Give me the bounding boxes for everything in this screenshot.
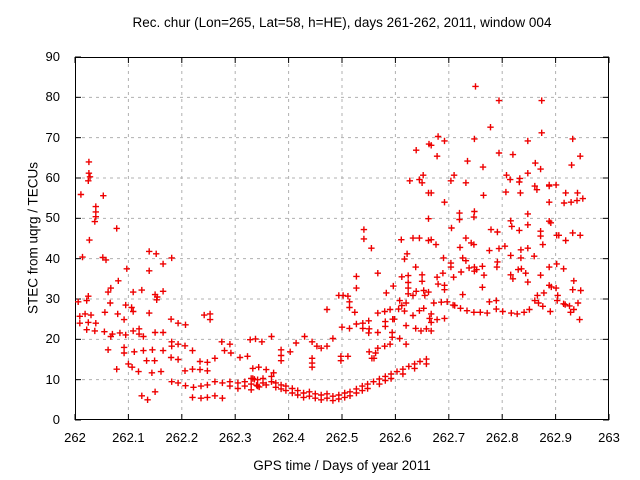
y-tick-label: 10 — [45, 371, 60, 387]
plot-border — [75, 57, 609, 420]
x-tick-label: 262.7 — [432, 430, 466, 445]
x-tick-label: 262.6 — [379, 430, 412, 445]
x-tick-label: 262.2 — [165, 430, 199, 445]
x-tick-label: 262.8 — [485, 430, 519, 445]
y-tick-label: 80 — [45, 89, 60, 105]
x-tick-label: 262.9 — [539, 430, 572, 445]
x-tick-label: 262.3 — [218, 430, 252, 445]
y-tick-label: 30 — [45, 291, 60, 306]
x-tick-label: 262.4 — [272, 430, 305, 445]
y-tick-label: 70 — [45, 129, 60, 145]
data-point-markers — [75, 83, 586, 404]
y-tick-label: 60 — [45, 170, 60, 185]
y-tick-label: 0 — [52, 412, 60, 427]
plot-area — [74, 56, 610, 421]
chart-title: Rec. chur (Lon=265, Lat=58, h=HE), days … — [132, 15, 552, 30]
y-tick-label: 50 — [45, 210, 60, 226]
y-tick-label: 40 — [45, 250, 60, 266]
x-axis-label: GPS time / Days of year 2011 — [253, 458, 431, 473]
x-tick-label: 262.5 — [325, 430, 359, 445]
y-tick-label: 90 — [45, 49, 60, 64]
x-tick-label: 262 — [64, 430, 86, 445]
x-tick-label: 263 — [598, 430, 620, 445]
scatter-points — [75, 83, 586, 404]
x-tick-label: 262.1 — [112, 430, 145, 445]
y-tick-label: 20 — [45, 331, 60, 347]
